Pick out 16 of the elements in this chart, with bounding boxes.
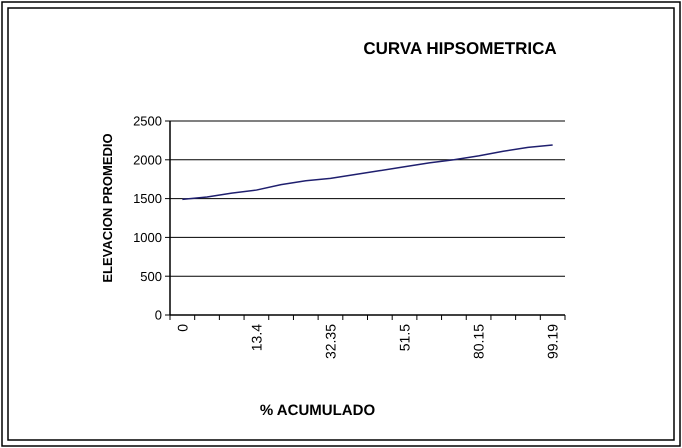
x-axis-title: % ACUMULADO: [260, 402, 376, 419]
y-tick-label: 1000: [133, 230, 162, 245]
y-tick-label: 2500: [133, 114, 162, 129]
y-tick-label: 0: [154, 308, 162, 323]
line-series: [182, 144, 554, 200]
y-tick-label: 2000: [133, 152, 162, 168]
y-tick-label: 500: [140, 268, 162, 284]
chart-title: CURVA HIPSOMETRICA: [363, 39, 557, 58]
x-tick-label: 32.35: [322, 324, 338, 360]
x-tick-label: 51.5: [396, 324, 412, 352]
x-tick-label: 99.19: [544, 324, 561, 360]
x-tick-label: 13.4: [248, 324, 264, 352]
y-axis-title: ELEVACION PROMEDIO: [100, 133, 115, 283]
x-tick-label: 0: [174, 324, 190, 332]
x-tick-label: 80.15: [470, 324, 486, 360]
y-tick-label: 1500: [133, 191, 162, 206]
